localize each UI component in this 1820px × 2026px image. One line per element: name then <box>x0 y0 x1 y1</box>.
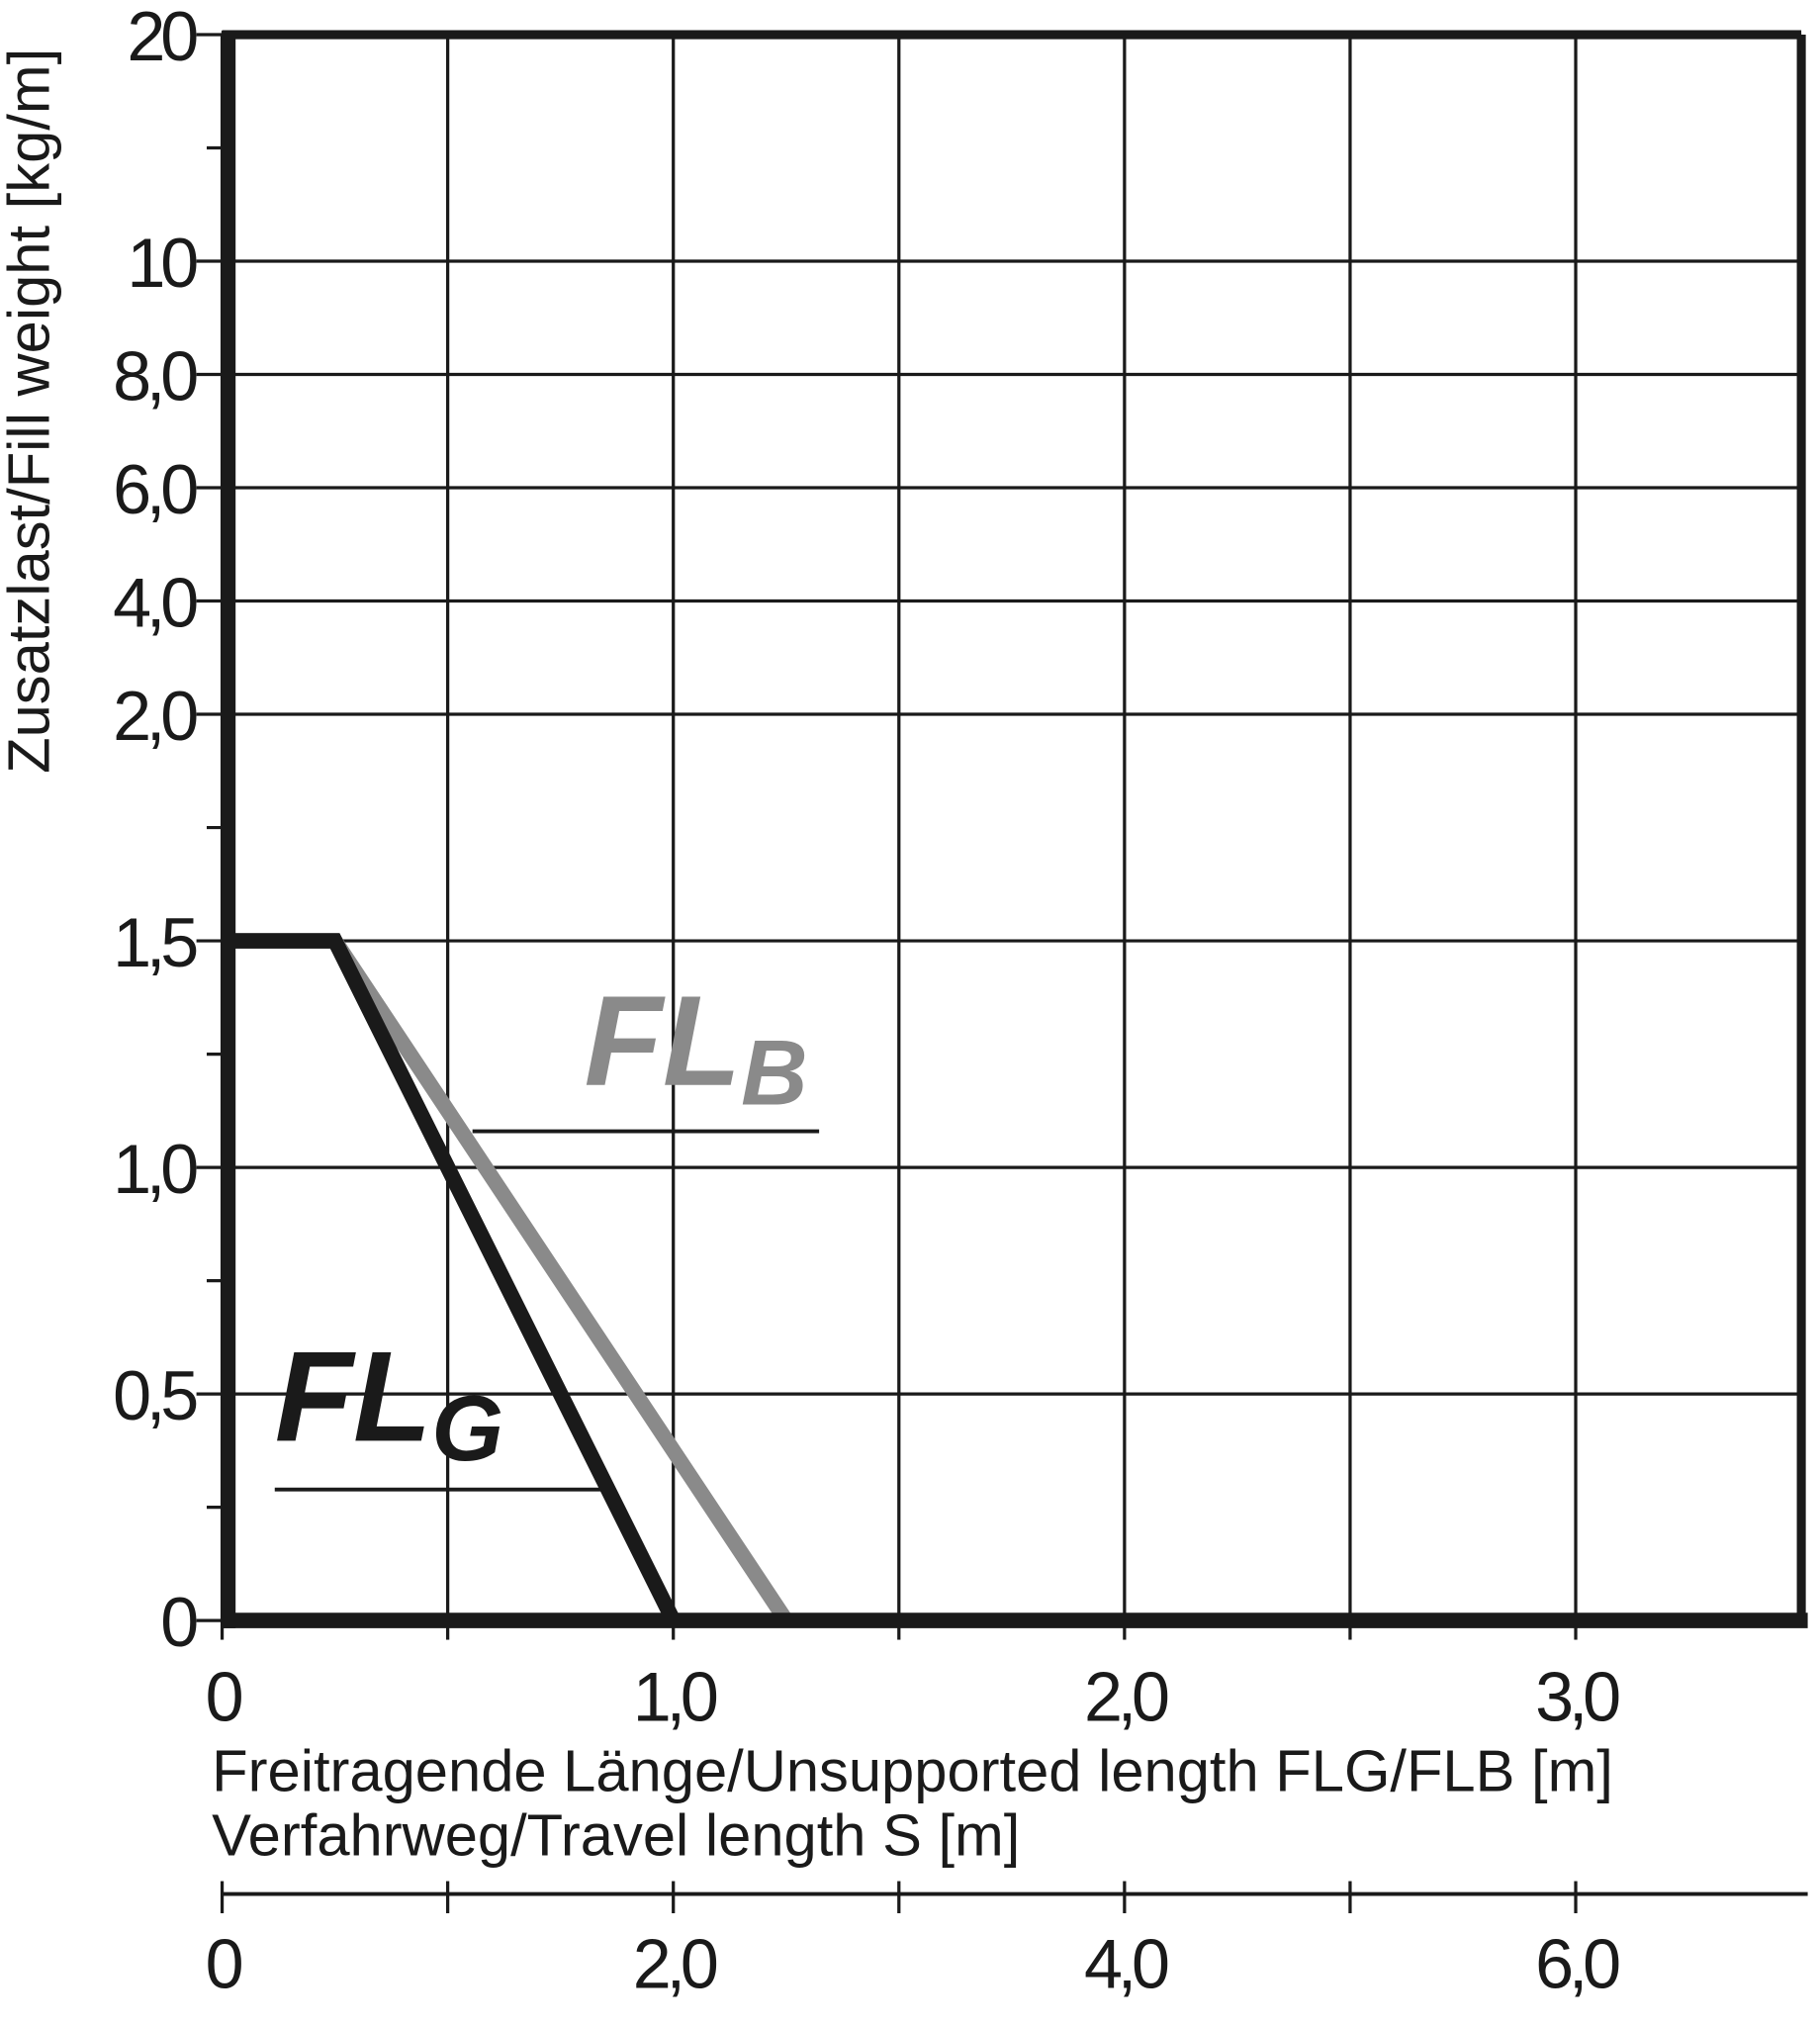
series-label: FLG <box>275 1324 503 1479</box>
x-tick-label: 3,0 <box>1535 1658 1619 1735</box>
x-tick-label: 1,0 <box>633 1658 717 1735</box>
x2-tick-label: 4,0 <box>1084 1925 1168 2002</box>
x2-tick-label: 6,0 <box>1535 1925 1619 2002</box>
x-tick-label: 2,0 <box>1084 1658 1168 1735</box>
x2-tick-label: 0 <box>206 1925 242 2002</box>
y-tick-label: 1,0 <box>113 1131 197 1208</box>
y-tick-label: 0,5 <box>113 1357 197 1434</box>
series-label-main: FL <box>585 968 742 1113</box>
series-label-sub: G <box>431 1376 503 1480</box>
y-tick-label: 1,5 <box>113 904 197 981</box>
x-axis-label: Freitragende Länge/Unsupported length FL… <box>212 1738 1613 1804</box>
y-tick-label: 20 <box>127 0 197 75</box>
x-tick-label: 0 <box>206 1658 242 1735</box>
series-label-sub: B <box>741 1020 807 1124</box>
y-tick-label: 2,0 <box>113 678 197 755</box>
series-label: FLB <box>585 968 808 1124</box>
y-tick-label: 6,0 <box>113 451 197 528</box>
y-tick-label: 0 <box>160 1584 197 1661</box>
y-tick-label: 10 <box>127 225 197 302</box>
y-axis-label: Zusatzlast/Fill weight [kg/m] <box>0 48 61 774</box>
y-tick-label: 4,0 <box>113 565 197 642</box>
series-label-main: FL <box>275 1324 432 1468</box>
x2-axis-label: Verfahrweg/Travel length S [m] <box>212 1802 1020 1869</box>
x2-tick-label: 2,0 <box>633 1925 717 2002</box>
series-line <box>222 933 681 1624</box>
y-tick-label: 8,0 <box>113 338 197 415</box>
